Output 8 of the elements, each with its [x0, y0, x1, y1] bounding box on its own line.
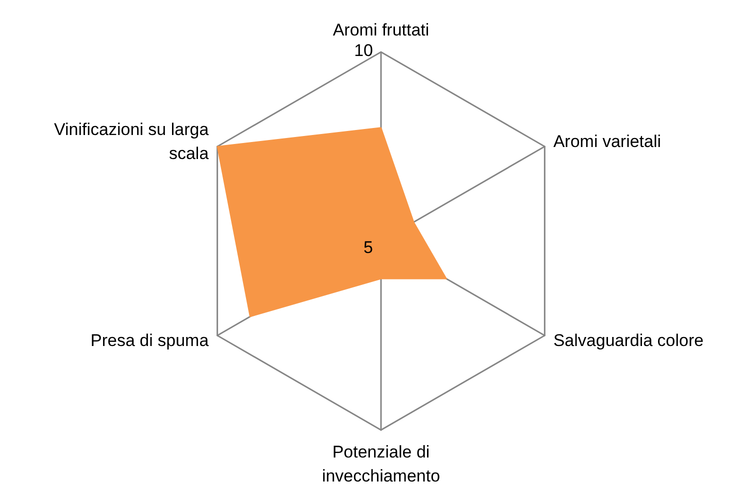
spoke-label: Salvaguardia colore: [553, 331, 704, 350]
y-tick-label: 5: [364, 238, 373, 257]
spoke-label: Vinificazioni su larga scala: [54, 120, 210, 163]
y-tick-label: 10: [354, 41, 373, 60]
spoke-label: Presa di spuma: [90, 331, 210, 350]
spoke-label: Aromi varietali: [553, 132, 662, 151]
spoke-label: Potenziale di invecchiamento: [322, 442, 440, 486]
spoke-label: Aromi fruttati: [332, 20, 430, 40]
